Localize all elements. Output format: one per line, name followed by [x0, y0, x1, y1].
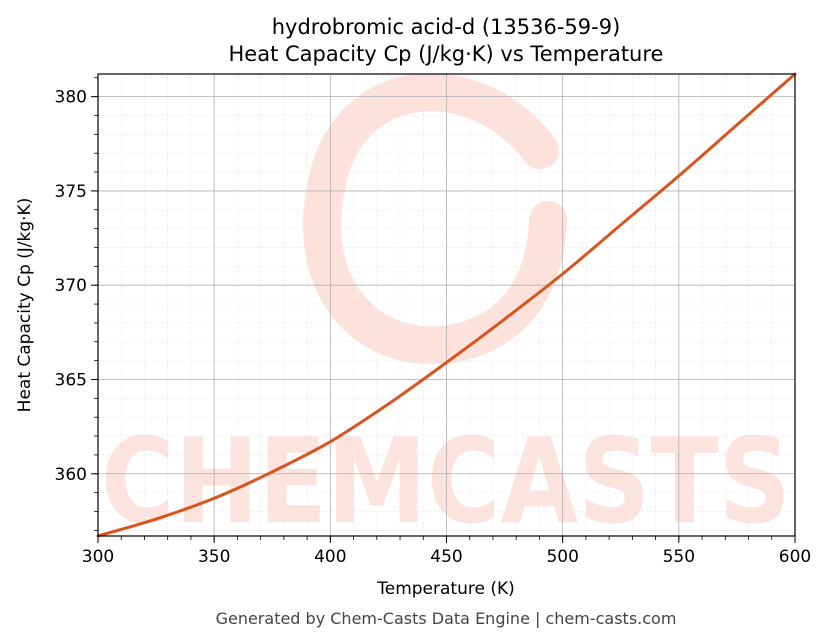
x-tick-label: 400: [314, 547, 346, 567]
y-tick-label: 370: [55, 276, 87, 296]
y-tick-label: 375: [55, 182, 87, 202]
x-tick-label: 300: [82, 547, 114, 567]
x-tick-label: 450: [430, 547, 462, 567]
x-tick-label: 600: [779, 547, 811, 567]
y-axis-label: Heat Capacity Cp (J/kg·K): [15, 198, 35, 413]
watermark-swoosh: [303, 73, 567, 365]
chart-title-line1: hydrobromic acid-d (13536-59-9): [272, 15, 621, 39]
watermark: CHEMCASTS: [101, 73, 791, 550]
x-tick-label: 500: [546, 547, 578, 567]
ticks: 300 350 400 450 500 550 600 360 365 370 375 380: [55, 77, 811, 567]
x-tick-label: 550: [663, 547, 695, 567]
x-axis-label: Temperature (K): [376, 579, 515, 599]
chart-title-line2: Heat Capacity Cp (J/kg·K) vs Temperature: [229, 42, 664, 66]
series-line: [96, 72, 797, 538]
footer-credit: Generated by Chem-Casts Data Engine | ch…: [216, 609, 677, 628]
y-tick-label: 360: [55, 465, 87, 485]
grid: [97, 74, 796, 536]
series-layer: [96, 72, 797, 538]
y-tick-label: 365: [55, 370, 87, 390]
x-tick-label: 350: [198, 547, 230, 567]
watermark-text: CHEMCASTS: [101, 412, 791, 550]
y-tick-label: 380: [55, 88, 87, 108]
